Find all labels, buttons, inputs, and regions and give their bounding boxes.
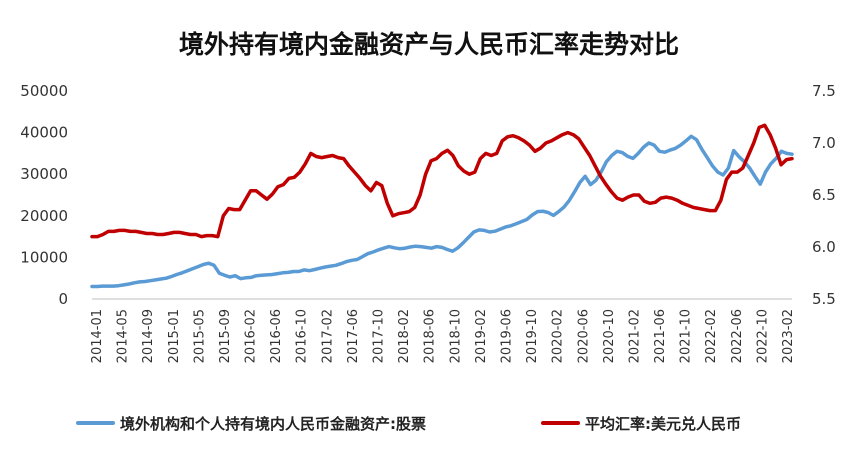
x-tick-label: 2020-06 — [576, 309, 591, 363]
x-tick-label: 2023-02 — [781, 309, 796, 363]
right-tick-label: 6.5 — [812, 186, 836, 204]
x-tick-label: 2017-06 — [346, 309, 361, 363]
left-tick-label: 30000 — [20, 165, 68, 183]
x-tick-label: 2020-10 — [602, 309, 617, 363]
x-tick-label: 2015-01 — [167, 309, 182, 363]
x-tick-label: 2019-10 — [525, 309, 540, 363]
legend-label-fx: 平均汇率:美元兑人民币 — [585, 415, 741, 433]
x-tick-label: 2016-10 — [295, 309, 310, 363]
chart-title: 境外持有境内金融资产与人民币汇率走势对比 — [179, 30, 679, 59]
x-tick-label: 2022-06 — [730, 309, 745, 363]
x-tick-label: 2015-05 — [192, 309, 207, 363]
x-tick-label: 2021-10 — [679, 309, 694, 363]
left-tick-label: 40000 — [20, 124, 68, 142]
series-line-fx — [90, 123, 794, 239]
right-tick-label: 6.0 — [812, 238, 836, 256]
x-tick-label: 2016-06 — [269, 309, 284, 363]
x-tick-label: 2020-02 — [551, 309, 566, 363]
x-tick-label: 2019-06 — [499, 309, 514, 363]
right-axis: 5.5 6.0 6.5 7.0 7.5 — [812, 82, 836, 308]
x-tick-label: 2015-09 — [218, 309, 233, 363]
x-tick-label: 2016-02 — [244, 309, 259, 363]
x-tick-label: 2018-02 — [397, 309, 412, 363]
series-layer — [90, 123, 794, 289]
right-tick-label: 7.0 — [812, 134, 836, 152]
x-tick-label: 2021-02 — [627, 309, 642, 363]
x-tick-label: 2019-02 — [474, 309, 489, 363]
right-tick-label: 7.5 — [812, 82, 836, 100]
left-tick-label: 10000 — [20, 248, 68, 266]
left-axis: 0 10000 20000 30000 40000 50000 — [20, 82, 68, 308]
left-tick-label: 50000 — [20, 82, 68, 100]
x-tick-label: 2014-09 — [141, 309, 156, 363]
left-tick-label: 0 — [58, 290, 68, 308]
x-tick-label: 2018-06 — [423, 309, 438, 363]
x-tick-label: 2017-02 — [320, 309, 335, 363]
x-tick-label: 2018-10 — [448, 309, 463, 363]
legend-label-stock: 境外机构和个人持有境内人民币金融资产:股票 — [120, 415, 426, 433]
x-tick-label: 2022-10 — [755, 309, 770, 363]
x-tick-label: 2022-02 — [704, 309, 719, 363]
right-tick-label: 5.5 — [812, 290, 836, 308]
series-line-stock — [90, 134, 794, 289]
left-tick-label: 20000 — [20, 207, 68, 225]
x-axis: 2014-01 2014-05 2014-09 2015-01 2015-05 2015-… — [90, 298, 796, 363]
x-tick-label: 2014-01 — [90, 309, 105, 363]
x-tick-label: 2017-10 — [372, 309, 387, 363]
x-tick-label: 2021-06 — [653, 309, 668, 363]
x-tick-label: 2014-05 — [116, 309, 131, 363]
legend: 境外机构和个人持有境内人民币金融资产:股票 平均汇率:美元兑人民币 — [76, 415, 741, 433]
